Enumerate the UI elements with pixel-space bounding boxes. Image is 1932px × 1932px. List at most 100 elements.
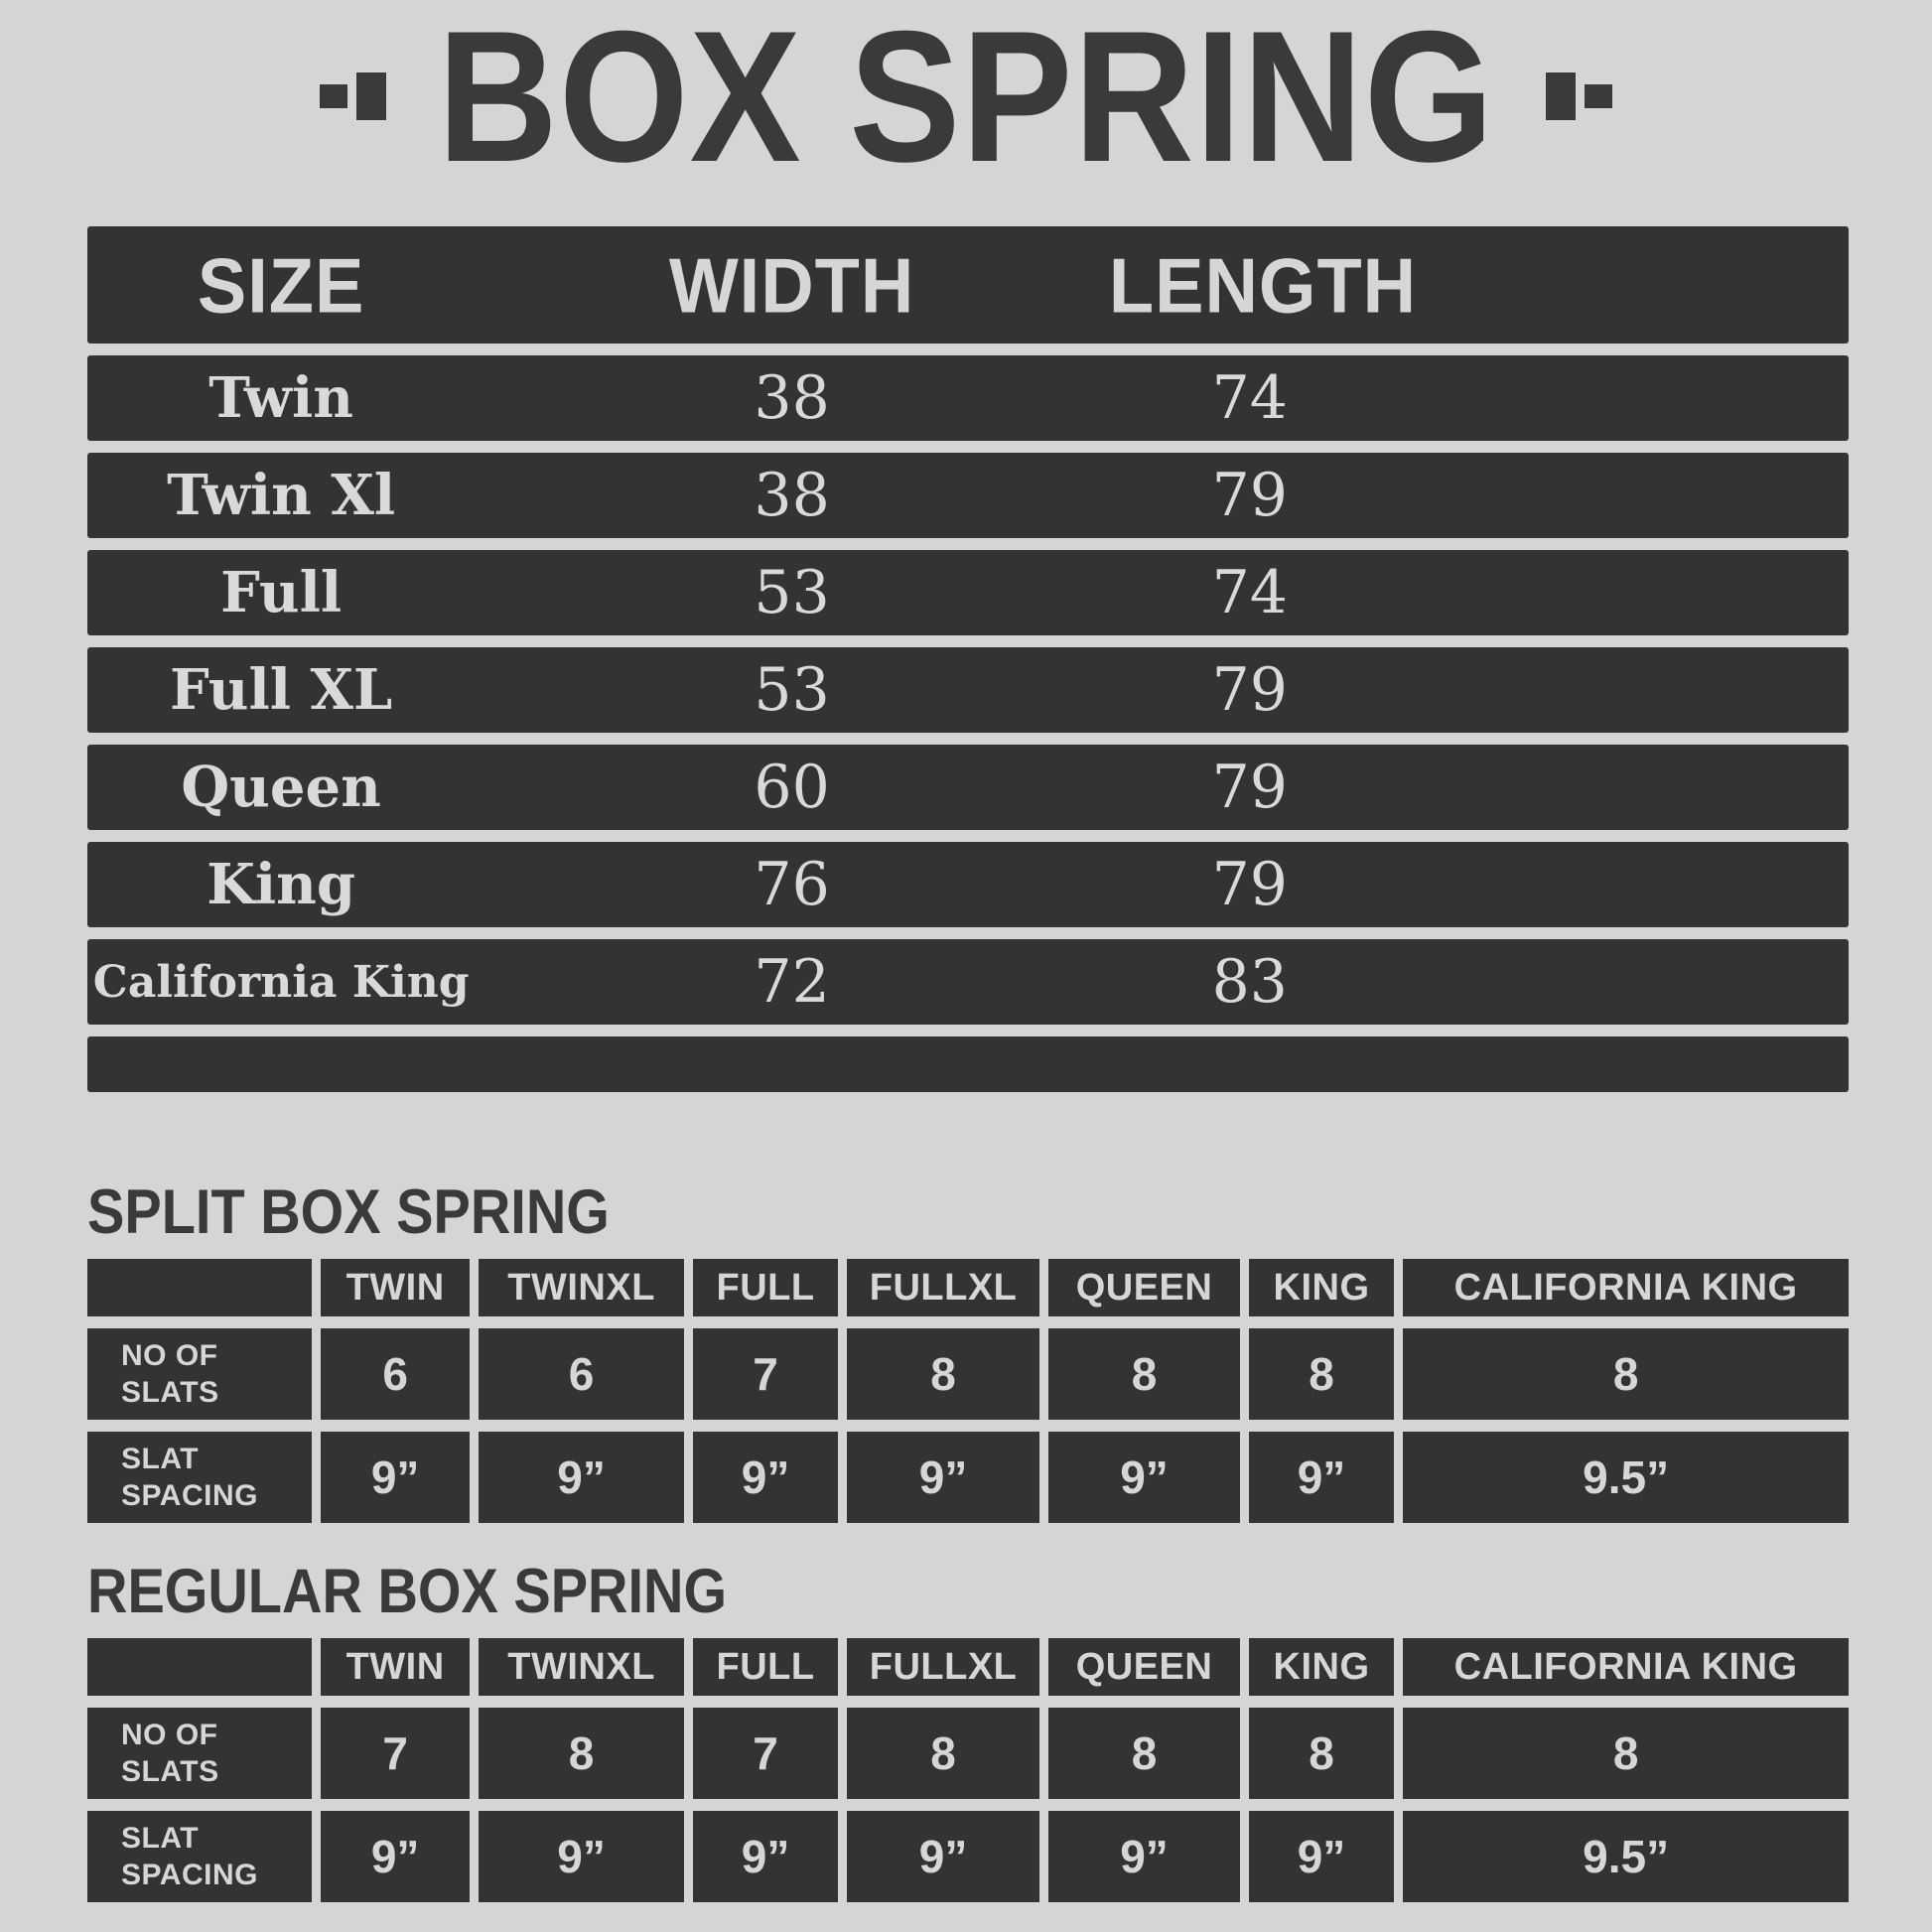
value-cell: 9” (1248, 1432, 1395, 1523)
value-cell: 9” (846, 1432, 1040, 1523)
value-cell: 9” (1248, 1811, 1395, 1902)
width-column-header-label: WIDTH (668, 241, 915, 329)
size-cell: Twin Xl (167, 463, 396, 528)
regular-box-spring-table: TWIN TWINXL FULL FULLXL QUEEN KING CALIF… (87, 1638, 1849, 1914)
page-header: BOX SPRING (0, 0, 1932, 190)
size-column-header-label: SIZE (197, 241, 365, 329)
size-cell: Queen (181, 755, 381, 820)
title-decoration-right-bar-icon (1546, 72, 1577, 120)
table-row-full: Full 53 74 (87, 550, 1849, 635)
column-header-full: FULL (693, 1259, 838, 1316)
empty-footer-bar (87, 1036, 1849, 1092)
column-header-row: TWIN TWINXL FULL FULLXL QUEEN KING CALIF… (87, 1259, 1849, 1316)
size-cell: King (207, 852, 356, 917)
column-header-queen: QUEEN (1048, 1259, 1240, 1316)
split-section-heading: SPLIT BOX SPRING (87, 1175, 610, 1247)
length-cell: 74 (1211, 558, 1288, 627)
width-cell: 38 (754, 461, 830, 530)
title-decoration-left-square-icon (319, 84, 347, 108)
column-header-california-king: CALIFORNIA KING (1403, 1638, 1849, 1696)
value-cell: 8 (846, 1708, 1040, 1799)
value-cell: 9” (321, 1432, 470, 1523)
row-label-line: NO OF (121, 1718, 218, 1751)
table-row-twin-xl: Twin Xl 38 79 (87, 453, 1849, 538)
page-title: BOX SPRING (437, 0, 1495, 202)
value-cell: 9” (478, 1432, 685, 1523)
length-column-header-label: LENGTH (1108, 241, 1418, 329)
column-header-king: KING (1248, 1259, 1395, 1316)
value-cell: 8 (1403, 1328, 1849, 1420)
value-cell: 9” (1048, 1811, 1240, 1902)
value-cell: 7 (693, 1328, 838, 1420)
table-row-california-king: California King 72 83 (87, 939, 1849, 1025)
regular-section-heading: REGULAR BOX SPRING (87, 1555, 728, 1626)
table-row-slat-spacing: SLAT SPACING 9” 9” 9” 9” 9” 9” 9.5” (87, 1811, 1849, 1902)
length-cell: 74 (1211, 363, 1288, 433)
column-header-queen: QUEEN (1048, 1638, 1240, 1696)
size-cell: California King (92, 956, 470, 1008)
length-column-header: LENGTH (1109, 241, 1416, 328)
table-row-king: King 76 79 (87, 842, 1849, 927)
split-box-spring-table: TWIN TWINXL FULL FULLXL QUEEN KING CALIF… (87, 1259, 1849, 1535)
value-cell: 9” (478, 1811, 685, 1902)
value-cell: 6 (321, 1328, 470, 1420)
width-cell: 60 (754, 753, 830, 822)
value-cell: 9” (846, 1811, 1040, 1902)
value-cell: 9” (321, 1811, 470, 1902)
value-cell: 9.5” (1403, 1432, 1849, 1523)
value-cell: 6 (478, 1328, 685, 1420)
column-header-twin: TWIN (321, 1259, 470, 1316)
row-label: SLAT SPACING (87, 1811, 313, 1902)
title-decoration-left-bar-icon (355, 72, 386, 120)
value-cell: 8 (1248, 1708, 1395, 1799)
row-label-line: SLATS (121, 1755, 219, 1788)
column-header-row: TWIN TWINXL FULL FULLXL QUEEN KING CALIF… (87, 1638, 1849, 1696)
column-header-king: KING (1248, 1638, 1395, 1696)
column-header-fullxl: FULLXL (846, 1259, 1040, 1316)
width-cell: 53 (754, 655, 830, 725)
table-row-slat-spacing: SLAT SPACING 9” 9” 9” 9” 9” 9” 9.5” (87, 1432, 1849, 1523)
value-cell: 8 (478, 1708, 685, 1799)
size-cell: Twin (208, 365, 353, 431)
table-row-full-xl: Full XL 53 79 (87, 647, 1849, 733)
row-label-line: SLAT (121, 1442, 200, 1475)
empty-header-cell (87, 1259, 313, 1316)
value-cell: 8 (1048, 1708, 1240, 1799)
column-header-twin: TWIN (321, 1638, 470, 1696)
width-cell: 72 (754, 947, 830, 1017)
size-cell: Full XL (169, 657, 393, 723)
column-header-twinxl: TWINXL (478, 1638, 685, 1696)
size-table-header-row: SIZE WIDTH LENGTH (87, 226, 1849, 344)
table-row-no-of-slats: NO OF SLATS 6 6 7 8 8 8 8 (87, 1328, 1849, 1420)
value-cell: 9” (693, 1432, 838, 1523)
width-cell: 76 (754, 850, 830, 919)
size-column-header: SIZE (87, 241, 475, 329)
length-cell: 79 (1211, 753, 1288, 822)
value-cell: 8 (1048, 1328, 1240, 1420)
table-row-twin: Twin 38 74 (87, 355, 1849, 441)
width-cell: 38 (754, 363, 830, 433)
row-label-line: SPACING (121, 1859, 258, 1891)
width-column-header: WIDTH (475, 241, 1109, 329)
value-cell: 9” (1048, 1432, 1240, 1523)
value-cell: 7 (321, 1708, 470, 1799)
row-label: SLAT SPACING (87, 1432, 313, 1523)
table-row-no-of-slats: NO OF SLATS 7 8 7 8 8 8 8 (87, 1708, 1849, 1799)
value-cell: 8 (1248, 1328, 1395, 1420)
row-label-line: SPACING (121, 1479, 258, 1512)
row-label-line: SLAT (121, 1821, 200, 1855)
length-cell: 79 (1211, 461, 1288, 530)
value-cell: 9” (693, 1811, 838, 1902)
row-label-line: SLATS (121, 1376, 219, 1409)
row-label-line: NO OF (121, 1338, 218, 1372)
value-cell: 7 (693, 1708, 838, 1799)
column-header-full: FULL (693, 1638, 838, 1696)
length-cell: 79 (1211, 655, 1288, 725)
length-cell: 79 (1211, 850, 1288, 919)
size-cell: Full (220, 560, 343, 625)
value-cell: 8 (846, 1328, 1040, 1420)
column-header-twinxl: TWINXL (478, 1259, 685, 1316)
length-cell: 83 (1211, 947, 1288, 1017)
column-header-california-king: CALIFORNIA KING (1403, 1259, 1849, 1316)
column-header-fullxl: FULLXL (846, 1638, 1040, 1696)
